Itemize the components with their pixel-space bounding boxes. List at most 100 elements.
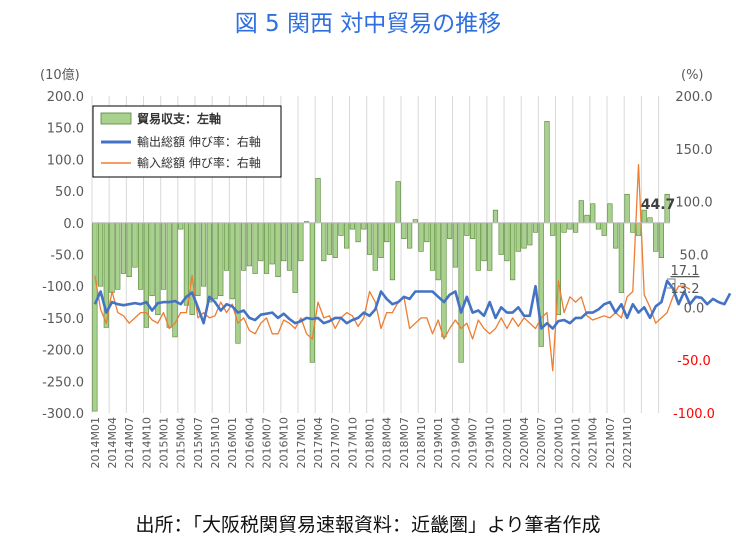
bar [275,222,281,277]
left-axis-tick-label: 200.0 [47,90,84,105]
bar [235,222,241,344]
annotations: 44.7 17.1 13.2 [641,197,700,297]
import-growth-line [94,164,691,372]
bar [384,222,390,243]
x-tick-label: 2016M10 [278,417,291,468]
left-axis-tick-label: -50.0 [50,249,84,264]
bar [223,222,230,271]
bar [447,222,453,239]
legend-label-export: 輸出総額 伸び率：右軸 [137,134,261,149]
bar [201,222,207,287]
bar [458,222,464,363]
bar [635,222,642,236]
x-tick-label: 2018M01 [364,417,377,468]
bar [97,222,104,287]
bar [281,222,287,262]
bar [429,222,436,271]
x-tick-label: 2014M01 [89,417,102,468]
bar [361,222,367,230]
bar-series [92,121,670,412]
x-tick-label: 2021M07 [604,417,617,468]
bar [378,222,384,258]
left-axis-tick-label: -300.0 [42,407,84,422]
bar [578,200,584,224]
x-tick-label: 2020M01 [501,417,514,468]
bar [550,222,556,236]
x-tick-label: 2015M07 [192,417,205,468]
bar [366,222,373,255]
x-tick-label: 2019M04 [449,417,462,468]
left-axis-tick-label: 50.0 [55,185,84,200]
bar [109,222,115,293]
bar [401,222,407,239]
bar [258,222,264,262]
bar [355,222,361,243]
right-axis-tick-label: -100.0 [673,407,715,422]
bar [115,222,121,290]
bar [126,222,132,277]
left-axis-tick-label: 100.0 [47,153,84,168]
bar [246,222,252,267]
left-axis-tick-label: -200.0 [42,344,84,359]
bar [487,222,493,271]
bar [218,222,224,297]
bar [452,222,458,268]
bar [572,222,579,233]
bar [567,222,573,230]
bar [321,222,327,262]
bar [286,222,293,271]
bar [607,203,613,224]
bar [481,222,487,262]
bar [143,222,149,328]
right-axis-tick-label: 200.0 [675,90,712,105]
bar [183,222,190,306]
x-tick-label: 2017M04 [312,417,325,468]
bar [407,222,413,249]
bar [389,222,396,281]
x-tick-label: 2021M10 [621,417,634,468]
bar [229,222,235,300]
bar [241,222,247,271]
bar [435,222,441,281]
bar [595,222,602,230]
bar [206,222,212,303]
annotation-leader [667,278,676,289]
bar [561,222,567,233]
bar [349,222,355,230]
x-tick-label: 2017M01 [295,417,308,468]
bar [92,222,98,412]
x-tick-label: 2019M01 [432,417,445,468]
bar [149,222,155,297]
bar [464,222,470,236]
bar [372,222,378,271]
bar [326,222,333,255]
left-axis-tick-label: -250.0 [42,375,84,390]
bar [120,222,127,274]
bar [160,222,167,290]
bar [332,222,338,258]
bar [521,222,527,249]
bar [498,222,504,255]
x-tick-label: 2020M10 [552,417,565,468]
bar [155,222,161,316]
bar [527,222,533,246]
x-tick-label: 2014M10 [140,417,153,468]
line-series [93,164,732,372]
bar [424,222,430,243]
bar [418,222,424,252]
x-tick-label: 2014M07 [123,417,136,468]
right-axis-unit: (%) [681,68,704,83]
bar [138,222,144,290]
bar [338,222,344,236]
right-axis-tick-label: 150.0 [675,143,712,158]
x-tick-label: 2016M04 [243,417,256,468]
bar [395,181,401,224]
chart: 200.0 150.0 100.0 50.0 0.0 -50.0 -100.0 -150.0 -… [40,67,732,468]
bar [344,222,350,249]
x-tick-label: 2015M01 [158,417,171,468]
bar [292,222,298,293]
x-tick-label: 2018M07 [398,417,411,468]
bar [613,222,619,249]
x-tick-label: 2019M10 [484,417,497,468]
